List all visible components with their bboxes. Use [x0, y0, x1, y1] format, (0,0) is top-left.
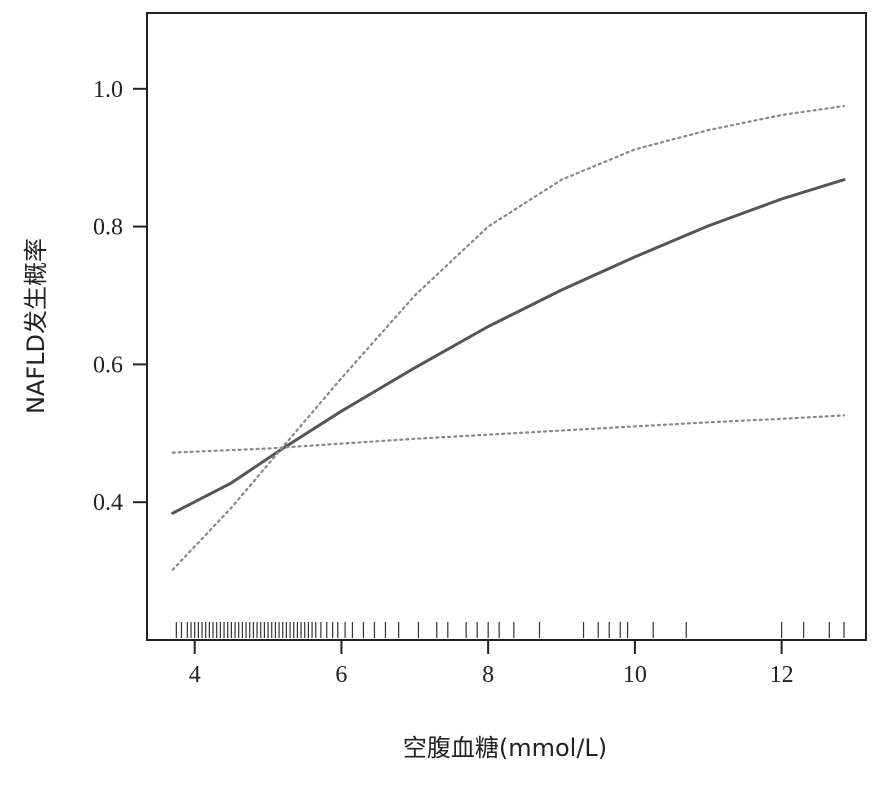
x-tick-label: 8 [482, 662, 494, 688]
confidence-bound-line-1 [171, 104, 846, 571]
y-axis-title: NAFLD发生概率 [22, 238, 50, 414]
y-tick-label: 0.6 [93, 352, 123, 378]
y-axis: 0.4 0.6 0.8 1.0 [93, 77, 147, 516]
fitted-curve-line-0 [171, 178, 846, 515]
plot-frame [146, 12, 867, 641]
y-tick-label: 0.8 [93, 215, 123, 241]
rug-layer [175, 622, 845, 638]
x-tick-label: 10 [623, 662, 647, 688]
x-axis: 4 6 8 10 12 [189, 640, 794, 688]
series-layer [171, 104, 846, 571]
x-axis-title: 空腹血糖(mmol/L) [403, 734, 607, 762]
x-tick-label: 4 [189, 662, 201, 688]
x-tick-label: 6 [335, 662, 347, 688]
y-tick-label: 0.4 [93, 490, 123, 516]
y-tick-label: 1.0 [93, 77, 123, 103]
x-tick-label: 12 [770, 662, 794, 688]
confidence-bound-line-2 [171, 414, 846, 454]
